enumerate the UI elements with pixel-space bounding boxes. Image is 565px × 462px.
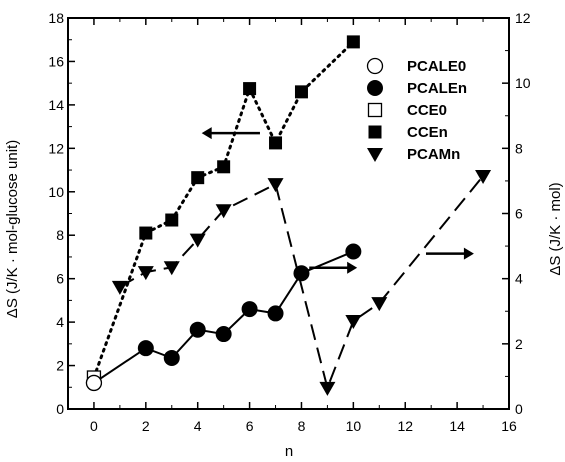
plot-frame bbox=[67, 17, 510, 410]
right-y-tick-label: 10 bbox=[515, 75, 531, 91]
legend-marker-cce0 bbox=[367, 102, 383, 118]
x-axis: 0 2 4 6 8 10 12 14 16 bbox=[67, 18, 517, 434]
left-y-tick-label: 2 bbox=[56, 358, 64, 374]
data-point-pcalen bbox=[345, 243, 362, 260]
legend-marker-pcalen bbox=[367, 80, 383, 96]
x-tick-label: 16 bbox=[501, 418, 517, 434]
x-tick-label: 4 bbox=[194, 418, 202, 434]
left-y-tick-label: 18 bbox=[48, 10, 64, 26]
data-point-pcalen bbox=[137, 340, 154, 357]
data-point-pcalen bbox=[267, 305, 284, 322]
data-point-pcamn bbox=[475, 170, 492, 185]
data-point-pcamn bbox=[319, 381, 336, 396]
legend-marker-pcamn bbox=[367, 148, 383, 162]
data-point-ccen bbox=[139, 226, 153, 240]
x-tick-label: 10 bbox=[346, 418, 362, 434]
left-y-tick-label: 12 bbox=[48, 140, 64, 156]
legend-label-ccen: CCEn bbox=[407, 124, 448, 141]
left-y-axis: 0 2 4 6 8 10 12 14 16 18 bbox=[48, 10, 75, 417]
left-y-tick-label: 10 bbox=[48, 184, 64, 200]
right-y-tick-label: 12 bbox=[515, 10, 531, 26]
arrow-right-axis-1 bbox=[309, 261, 358, 274]
plot-border bbox=[67, 17, 510, 410]
legend-marker-pcale0 bbox=[366, 57, 384, 75]
data-point-pcamn bbox=[215, 204, 232, 219]
right-y-tick-label: 4 bbox=[515, 271, 523, 287]
data-point-pcamn bbox=[137, 266, 154, 281]
right-y-tick-label: 0 bbox=[515, 401, 523, 417]
data-point-pcale0 bbox=[85, 374, 103, 392]
data-point-ccen bbox=[217, 160, 231, 174]
series-line-pcamn bbox=[119, 175, 484, 392]
arrow-right-axis-1-head bbox=[347, 261, 358, 274]
legend-item-ccen: CCEn bbox=[368, 124, 448, 141]
data-point-pcamn bbox=[345, 315, 362, 330]
data-point-pcalen bbox=[215, 326, 232, 343]
data-point-ccen bbox=[294, 85, 308, 99]
data-point-pcalen bbox=[241, 301, 258, 318]
legend-item-pcalen: PCALEn bbox=[367, 80, 467, 97]
legend: PCALE0 PCALEn CCE0 CCEn PCAMn bbox=[366, 57, 467, 163]
legend-label-cce0: CCE0 bbox=[407, 102, 447, 119]
data-point-pcamn bbox=[371, 297, 388, 312]
data-point-pcamn bbox=[163, 261, 180, 276]
x-tick-label: 8 bbox=[298, 418, 306, 434]
legend-item-pcamn: PCAMn bbox=[367, 146, 460, 163]
legend-item-pcale0: PCALE0 bbox=[366, 57, 466, 75]
legend-label-pcamn: PCAMn bbox=[407, 146, 460, 163]
data-point-pcalen bbox=[189, 321, 206, 338]
x-axis-label: n bbox=[285, 443, 293, 460]
right-y-tick-label: 2 bbox=[515, 336, 523, 352]
left-y-tick-label: 16 bbox=[48, 53, 64, 69]
data-point-pcamn bbox=[111, 280, 128, 295]
legend-label-pcale0: PCALE0 bbox=[407, 58, 466, 75]
x-tick-label: 6 bbox=[246, 418, 254, 434]
arrow-right-axis-2-head bbox=[463, 247, 474, 260]
arrow-left-axis-head bbox=[201, 127, 212, 140]
legend-item-cce0: CCE0 bbox=[367, 102, 447, 119]
left-y-tick-label: 6 bbox=[56, 271, 64, 287]
left-y-axis-label: ΔS (J/K · mol-glucose unit) bbox=[4, 140, 21, 318]
axis-indicator-arrows bbox=[201, 127, 474, 274]
x-tick-label: 12 bbox=[397, 418, 413, 434]
left-y-tick-label: 4 bbox=[56, 314, 64, 330]
right-y-tick-label: 8 bbox=[515, 140, 523, 156]
data-point-pcamn bbox=[189, 233, 206, 248]
arrow-left-axis bbox=[201, 127, 260, 140]
data-point-pcalen bbox=[163, 349, 180, 366]
data-point-pcamn bbox=[267, 178, 284, 193]
left-y-tick-label: 14 bbox=[48, 97, 64, 113]
x-tick-label: 0 bbox=[90, 418, 98, 434]
left-y-tick-label: 8 bbox=[56, 227, 64, 243]
left-y-tick-label: 0 bbox=[56, 401, 64, 417]
right-y-axis: 0 2 4 6 8 10 12 bbox=[502, 10, 531, 417]
legend-label-pcalen: PCALEn bbox=[407, 80, 467, 97]
x-tick-label: 2 bbox=[142, 418, 150, 434]
arrow-right-axis-2 bbox=[425, 247, 474, 260]
data-point-ccen bbox=[346, 35, 360, 49]
data-point-ccen bbox=[243, 82, 257, 96]
right-y-tick-label: 6 bbox=[515, 206, 523, 222]
data-point-ccen bbox=[191, 171, 205, 185]
series-markers bbox=[85, 35, 492, 396]
x-tick-label: 14 bbox=[449, 418, 465, 434]
data-point-ccen bbox=[269, 136, 283, 150]
legend-marker-ccen bbox=[368, 125, 382, 139]
data-point-pcalen bbox=[293, 265, 310, 282]
data-point-ccen bbox=[165, 213, 179, 227]
right-y-axis-label: ΔS (J/K · mol) bbox=[547, 182, 564, 275]
